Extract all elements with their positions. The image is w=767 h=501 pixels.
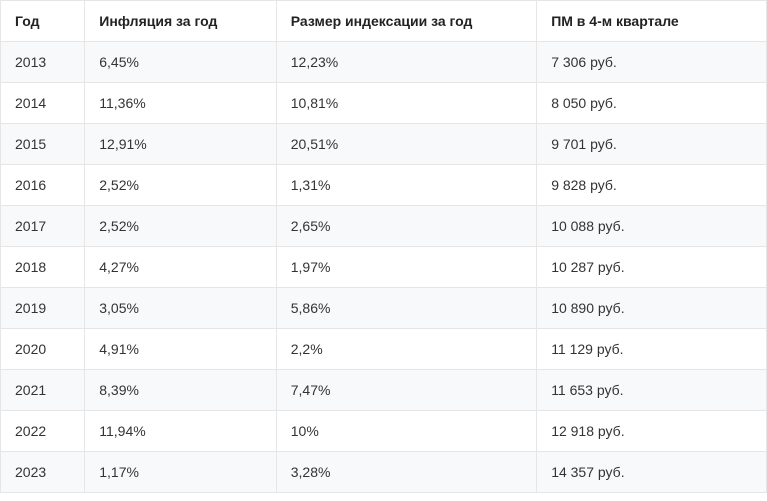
cell-pm: 10 088 руб. bbox=[537, 206, 767, 247]
cell-indexation: 10% bbox=[276, 411, 536, 452]
cell-inflation: 11,94% bbox=[85, 411, 277, 452]
table-row: 2017 2,52% 2,65% 10 088 руб. bbox=[1, 206, 767, 247]
cell-year: 2021 bbox=[1, 370, 85, 411]
cell-pm: 9 701 руб. bbox=[537, 124, 767, 165]
cell-indexation: 7,47% bbox=[276, 370, 536, 411]
cell-pm: 11 653 руб. bbox=[537, 370, 767, 411]
cell-year: 2022 bbox=[1, 411, 85, 452]
cell-inflation: 8,39% bbox=[85, 370, 277, 411]
cell-inflation: 1,17% bbox=[85, 452, 277, 493]
cell-indexation: 5,86% bbox=[276, 288, 536, 329]
cell-year: 2017 bbox=[1, 206, 85, 247]
cell-year: 2013 bbox=[1, 42, 85, 83]
table-row: 2023 1,17% 3,28% 14 357 руб. bbox=[1, 452, 767, 493]
cell-year: 2018 bbox=[1, 247, 85, 288]
cell-year: 2015 bbox=[1, 124, 85, 165]
cell-inflation: 12,91% bbox=[85, 124, 277, 165]
data-table: Год Инфляция за год Размер индексации за… bbox=[0, 0, 767, 493]
cell-indexation: 10,81% bbox=[276, 83, 536, 124]
cell-inflation: 6,45% bbox=[85, 42, 277, 83]
cell-inflation: 2,52% bbox=[85, 206, 277, 247]
cell-indexation: 2,65% bbox=[276, 206, 536, 247]
cell-indexation: 2,2% bbox=[276, 329, 536, 370]
cell-inflation: 11,36% bbox=[85, 83, 277, 124]
cell-year: 2016 bbox=[1, 165, 85, 206]
cell-pm: 14 357 руб. bbox=[537, 452, 767, 493]
table-row: 2015 12,91% 20,51% 9 701 руб. bbox=[1, 124, 767, 165]
table-header-row: Год Инфляция за год Размер индексации за… bbox=[1, 1, 767, 42]
cell-indexation: 1,31% bbox=[276, 165, 536, 206]
cell-year: 2014 bbox=[1, 83, 85, 124]
col-header-year: Год bbox=[1, 1, 85, 42]
table-row: 2020 4,91% 2,2% 11 129 руб. bbox=[1, 329, 767, 370]
cell-pm: 8 050 руб. bbox=[537, 83, 767, 124]
table-row: 2016 2,52% 1,31% 9 828 руб. bbox=[1, 165, 767, 206]
cell-indexation: 12,23% bbox=[276, 42, 536, 83]
cell-inflation: 3,05% bbox=[85, 288, 277, 329]
table-body: 2013 6,45% 12,23% 7 306 руб. 2014 11,36%… bbox=[1, 42, 767, 493]
cell-pm: 9 828 руб. bbox=[537, 165, 767, 206]
cell-inflation: 4,91% bbox=[85, 329, 277, 370]
cell-pm: 10 890 руб. bbox=[537, 288, 767, 329]
cell-indexation: 3,28% bbox=[276, 452, 536, 493]
table-row: 2013 6,45% 12,23% 7 306 руб. bbox=[1, 42, 767, 83]
table-row: 2019 3,05% 5,86% 10 890 руб. bbox=[1, 288, 767, 329]
cell-year: 2023 bbox=[1, 452, 85, 493]
table-row: 2022 11,94% 10% 12 918 руб. bbox=[1, 411, 767, 452]
cell-pm: 7 306 руб. bbox=[537, 42, 767, 83]
col-header-inflation: Инфляция за год bbox=[85, 1, 277, 42]
cell-year: 2019 bbox=[1, 288, 85, 329]
cell-pm: 11 129 руб. bbox=[537, 329, 767, 370]
cell-indexation: 1,97% bbox=[276, 247, 536, 288]
cell-inflation: 4,27% bbox=[85, 247, 277, 288]
cell-pm: 12 918 руб. bbox=[537, 411, 767, 452]
table-row: 2021 8,39% 7,47% 11 653 руб. bbox=[1, 370, 767, 411]
table-row: 2018 4,27% 1,97% 10 287 руб. bbox=[1, 247, 767, 288]
cell-pm: 10 287 руб. bbox=[537, 247, 767, 288]
col-header-indexation: Размер индексации за год bbox=[276, 1, 536, 42]
cell-year: 2020 bbox=[1, 329, 85, 370]
cell-indexation: 20,51% bbox=[276, 124, 536, 165]
cell-inflation: 2,52% bbox=[85, 165, 277, 206]
table-row: 2014 11,36% 10,81% 8 050 руб. bbox=[1, 83, 767, 124]
col-header-pm: ПМ в 4-м квартале bbox=[537, 1, 767, 42]
